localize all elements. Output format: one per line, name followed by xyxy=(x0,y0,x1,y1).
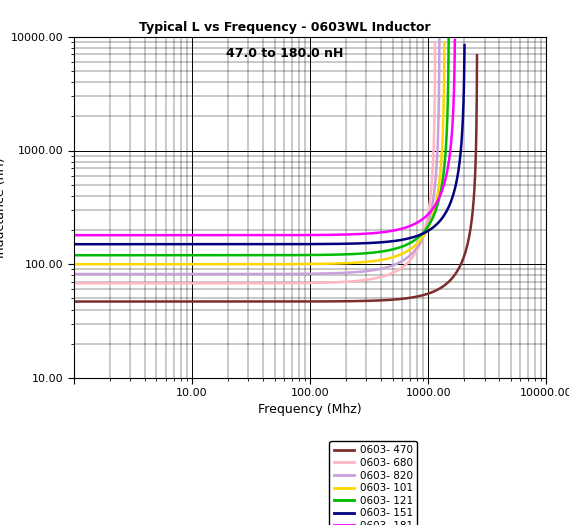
0603- 181 xyxy=(419,216,426,223)
0603- 820 xyxy=(436,36,443,43)
0603- 121 xyxy=(85,252,92,258)
Line: 0603- 470: 0603- 470 xyxy=(74,55,477,301)
0603- 101 xyxy=(166,261,173,267)
0603- 820 xyxy=(71,271,77,277)
Line: 0603- 181: 0603- 181 xyxy=(74,40,455,235)
0603- 820 xyxy=(119,271,126,277)
0603- 101 xyxy=(71,261,77,267)
0603- 121 xyxy=(207,252,214,258)
0603- 101 xyxy=(441,39,448,46)
0603- 101 xyxy=(207,261,213,267)
0603- 820 xyxy=(217,271,224,277)
0603- 470 xyxy=(442,281,449,288)
0603- 820 xyxy=(162,271,169,277)
0603- 181 xyxy=(451,37,458,43)
0603- 181 xyxy=(71,232,77,238)
0603- 151 xyxy=(98,241,105,247)
0603- 470 xyxy=(131,298,138,304)
0603- 470 xyxy=(216,298,222,304)
0603- 820 xyxy=(226,271,233,277)
0603- 151 xyxy=(71,241,77,247)
0603- 101 xyxy=(368,258,375,265)
0603- 121 xyxy=(319,251,326,258)
0603- 181 xyxy=(204,232,211,238)
Text: Typical L vs Frequency - 0603WL Inductor: Typical L vs Frequency - 0603WL Inductor xyxy=(139,21,430,34)
0603- 181 xyxy=(316,232,323,238)
0603- 151 xyxy=(210,241,217,247)
0603- 151 xyxy=(282,241,289,247)
0603- 680 xyxy=(146,280,153,287)
0603- 121 xyxy=(287,252,294,258)
Line: 0603- 101: 0603- 101 xyxy=(74,43,444,264)
0603- 101 xyxy=(146,261,152,267)
0603- 151 xyxy=(413,233,420,239)
0603- 181 xyxy=(310,232,317,238)
0603- 680 xyxy=(288,280,295,286)
0603- 680 xyxy=(432,40,439,46)
0603- 121 xyxy=(282,252,289,258)
0603- 680 xyxy=(71,280,77,287)
0603- 680 xyxy=(319,279,325,286)
0603- 820 xyxy=(216,271,222,277)
0603- 470 xyxy=(324,298,331,304)
Line: 0603- 820: 0603- 820 xyxy=(74,39,439,274)
Line: 0603- 680: 0603- 680 xyxy=(74,43,435,284)
0603- 151 xyxy=(443,208,450,214)
Y-axis label: Inductance (nH): Inductance (nH) xyxy=(0,157,7,258)
Line: 0603- 151: 0603- 151 xyxy=(74,45,464,244)
0603- 470 xyxy=(473,52,480,58)
0603- 680 xyxy=(404,260,411,266)
Line: 0603- 121: 0603- 121 xyxy=(74,37,448,255)
0603- 151 xyxy=(461,42,468,48)
0603- 680 xyxy=(382,272,389,279)
0603- 101 xyxy=(255,261,262,267)
0603- 820 xyxy=(312,270,319,277)
0603- 680 xyxy=(172,280,179,287)
0603- 101 xyxy=(429,213,436,219)
0603- 181 xyxy=(390,227,397,234)
0603- 181 xyxy=(108,232,115,238)
Text: 47.0 to 180.0 nH: 47.0 to 180.0 nH xyxy=(226,47,343,60)
X-axis label: Frequency (Mhz): Frequency (Mhz) xyxy=(258,403,362,416)
Legend: 0603- 470, 0603- 680, 0603- 820, 0603- 101, 0603- 121, 0603- 151, 0603- 181: 0603- 470, 0603- 680, 0603- 820, 0603- 1… xyxy=(329,441,417,525)
0603- 470 xyxy=(333,298,340,304)
0603- 121 xyxy=(71,252,77,258)
0603- 470 xyxy=(71,298,77,304)
0603- 121 xyxy=(387,247,394,253)
0603- 121 xyxy=(445,34,452,40)
0603- 470 xyxy=(152,298,159,304)
0603- 151 xyxy=(314,241,321,247)
